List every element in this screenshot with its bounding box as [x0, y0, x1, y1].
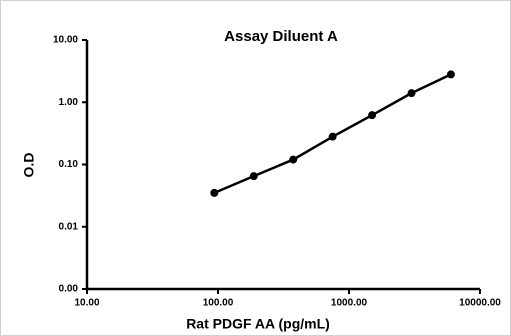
y-tick-label: 0.00	[59, 284, 79, 295]
x-tick-label: 10000.00	[459, 298, 501, 309]
point	[446, 70, 455, 79]
y-tick-label: 0.01	[59, 221, 79, 232]
point	[210, 188, 219, 197]
x-tick-label: 100.00	[203, 298, 234, 309]
x-tick-label: 1000.00	[331, 298, 368, 309]
point	[328, 132, 337, 141]
chart-title: Assay Diluent A	[224, 28, 338, 45]
y-tick-label: 10.00	[53, 35, 78, 46]
x-tick-label: 10.00	[74, 298, 99, 309]
point	[249, 172, 258, 181]
point	[289, 155, 298, 164]
y-tick-label: 1.00	[59, 97, 79, 108]
y-tick-label: 0.10	[59, 159, 79, 170]
x-axis-label: Rat PDGF AA (pg/mL)	[186, 316, 330, 332]
y-axis-label: O.D	[21, 153, 37, 178]
point	[407, 89, 416, 98]
point	[368, 111, 377, 120]
